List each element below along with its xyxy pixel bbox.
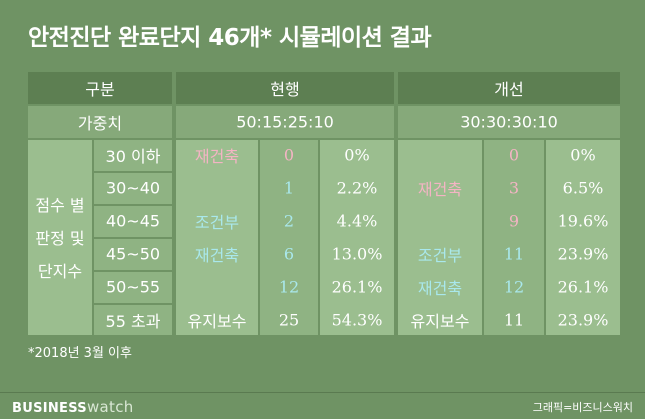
- brand-main: BUSINESS: [12, 401, 87, 416]
- current-pct: 26.1%: [331, 277, 383, 297]
- current-category-maintain: 유지보수: [187, 312, 247, 331]
- range-cell: [94, 140, 172, 171]
- current-category-cell: [176, 140, 258, 335]
- current-pct-cell: [320, 140, 394, 335]
- range-label: 50~55: [105, 277, 161, 297]
- current-pct: 13.0%: [331, 244, 383, 264]
- header-cell-improved: [398, 72, 620, 104]
- group-label-cell: [28, 140, 92, 335]
- weights-current: 50:15:25:10: [236, 112, 334, 132]
- range-cell: [94, 206, 172, 237]
- improved-count: 11: [503, 310, 525, 330]
- range-cell: [94, 305, 172, 335]
- range-cell: [94, 272, 172, 303]
- improved-category-maintain: 유지보수: [410, 312, 470, 331]
- improved-count: 9: [508, 211, 520, 231]
- improved-pct: 6.5%: [562, 178, 604, 198]
- current-category-rebuild: 재건축: [194, 147, 240, 166]
- improved-category-cell: [398, 140, 482, 335]
- improved-pct: 23.9%: [557, 244, 609, 264]
- range-cell: [94, 173, 172, 204]
- improved-pct: 23.9%: [557, 310, 609, 330]
- footer-bar: [0, 392, 645, 419]
- weights-label: 가중치: [77, 114, 123, 133]
- current-pct: 0%: [344, 145, 370, 165]
- weights-improved: 30:30:30:10: [460, 112, 558, 132]
- range-label: 40~45: [105, 211, 161, 231]
- current-pct: 54.3%: [331, 310, 383, 330]
- weights-improved-cell: [398, 106, 620, 138]
- improved-count-cell: [484, 140, 544, 335]
- improved-count: 12: [503, 277, 525, 297]
- improved-count: 11: [503, 244, 525, 264]
- header-current-label: 현행: [270, 80, 300, 99]
- improved-count: 3: [508, 178, 520, 198]
- current-count: 0: [283, 145, 295, 165]
- range-cell: [94, 239, 172, 270]
- current-category-conditional-rebuild: 재건축: [194, 246, 240, 265]
- current-count: 12: [278, 277, 300, 297]
- graphic-credit: 그래픽=비즈니스워치: [532, 401, 633, 414]
- improved-pct: 19.6%: [557, 211, 609, 231]
- page-title: 안전진단 완료단지 46개* 시뮬레이션 결과: [28, 25, 432, 51]
- improved-category-conditional-rebuild: 재건축: [417, 279, 463, 298]
- range-label: 30 이하: [105, 147, 161, 166]
- current-count: 6: [283, 244, 295, 264]
- improved-count: 0: [508, 145, 520, 165]
- improved-category-rebuild: 재건축: [417, 180, 463, 199]
- current-count-cell: [260, 140, 318, 335]
- improved-category-conditional: 조건부: [417, 246, 463, 265]
- current-pct: 2.2%: [336, 178, 378, 198]
- header-improved-label: 개선: [494, 80, 524, 99]
- current-count: 25: [278, 310, 300, 330]
- header-category-label: 구분: [85, 80, 115, 99]
- improved-pct-cell: [546, 140, 620, 335]
- group-label-line: 단지수: [37, 262, 83, 281]
- range-label: 55 초과: [105, 312, 161, 331]
- group-label-line: 판정 및: [35, 229, 85, 248]
- improved-pct: 26.1%: [557, 277, 609, 297]
- range-label: 30~40: [105, 178, 161, 198]
- current-pct: 4.4%: [336, 211, 378, 231]
- header-cell-current: [176, 72, 394, 104]
- weights-label-cell: [28, 106, 172, 138]
- weights-current-cell: [176, 106, 394, 138]
- current-category-conditional: 조건부: [194, 213, 240, 232]
- footnote: *2018년 3월 이후: [28, 346, 132, 361]
- current-count: 2: [283, 211, 295, 231]
- range-label: 45~50: [105, 244, 161, 264]
- header-cell-category: [28, 72, 172, 104]
- improved-pct: 0%: [570, 145, 596, 165]
- brand-sub: watch: [86, 398, 134, 416]
- brand-logo: BUSINESSwatch: [12, 398, 134, 416]
- current-count: 1: [283, 178, 295, 198]
- group-label-line: 점수 별: [35, 196, 85, 215]
